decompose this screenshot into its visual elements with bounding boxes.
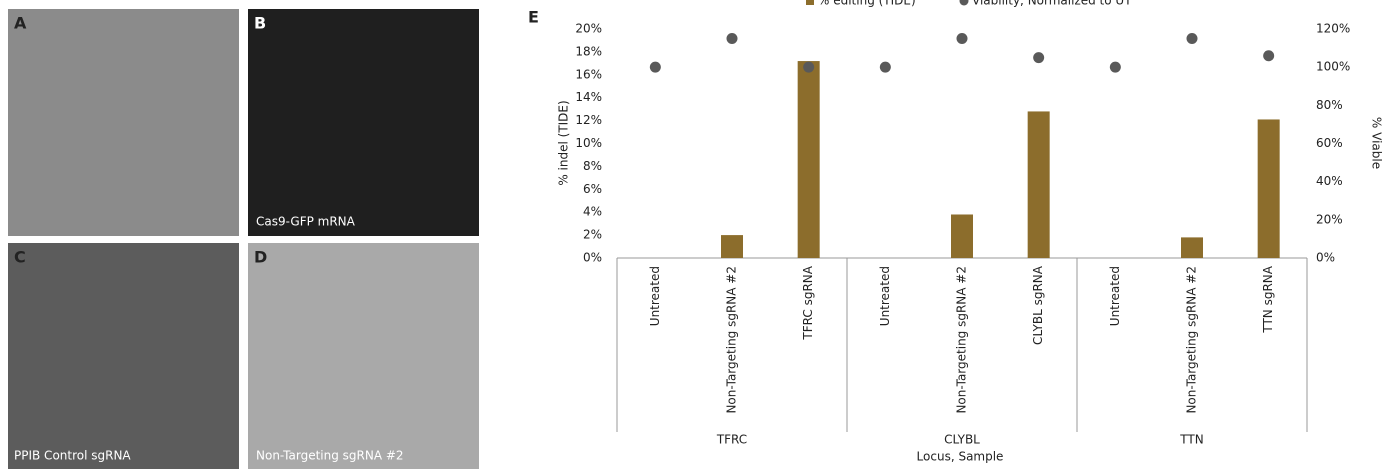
y-tick-label: 2% <box>583 228 602 242</box>
y-tick-label: 18% <box>575 44 602 58</box>
micrograph <box>248 243 479 469</box>
y2-tick-label: 60% <box>1316 136 1343 150</box>
y-axis-title: % indel (TIDE) <box>557 100 571 185</box>
y2-tick-label: 120% <box>1316 22 1350 36</box>
point <box>1109 61 1121 73</box>
group-label: CLYBL <box>944 433 980 447</box>
x-axis-title: Locus, Sample <box>917 450 1004 464</box>
x-tick-label: Non-Targeting sgRNA #2 <box>955 266 969 414</box>
x-tick-label: CLYBL sgRNA <box>1031 265 1045 345</box>
point <box>649 61 661 73</box>
point <box>1033 52 1045 64</box>
y-tick-label: 14% <box>575 90 602 104</box>
panel-caption: PPIB Control sgRNA <box>14 449 131 463</box>
legend-marker <box>959 0 969 6</box>
x-tick-label: TFRC sgRNA <box>801 265 815 340</box>
point <box>879 61 891 73</box>
bar <box>1257 119 1280 258</box>
y-tick-label: 0% <box>583 251 602 265</box>
y-tick-label: 16% <box>575 67 602 81</box>
panel-caption: Non-Targeting sgRNA #2 <box>256 449 404 463</box>
point <box>726 33 738 45</box>
micrograph <box>8 9 239 236</box>
panel-letter: B <box>254 14 266 33</box>
legend-marker <box>806 0 814 5</box>
legend-label: % editing (TIDE) <box>818 0 916 8</box>
panel-letter: D <box>254 248 267 267</box>
x-tick-label: Non-Targeting sgRNA #2 <box>1185 266 1199 414</box>
panel-caption: Cas9-GFP mRNA <box>256 215 356 229</box>
group-label: TFRC <box>716 433 747 447</box>
y-tick-label: 8% <box>583 159 602 173</box>
bar <box>797 61 820 259</box>
x-tick-label: TTN sgRNA <box>1261 265 1275 333</box>
panel-letter: A <box>14 14 27 33</box>
y-tick-label: 4% <box>583 205 602 219</box>
bar <box>721 235 743 258</box>
y-tick-label: 6% <box>583 182 602 196</box>
group-label: TTN <box>1179 433 1203 447</box>
micrograph <box>8 243 239 469</box>
panel-letter: E <box>528 8 539 27</box>
bar <box>1027 111 1050 258</box>
y2-tick-label: 0% <box>1316 251 1335 265</box>
x-tick-label: Untreated <box>1108 266 1122 326</box>
y-tick-label: 10% <box>575 136 602 150</box>
bar <box>951 214 973 258</box>
y-tick-label: 12% <box>575 113 602 127</box>
y2-axis-title: % Viable <box>1370 117 1384 169</box>
x-tick-label: Untreated <box>878 266 892 326</box>
x-tick-label: Non-Targeting sgRNA #2 <box>725 266 739 414</box>
point <box>956 33 968 45</box>
bar <box>1181 237 1203 258</box>
point <box>1263 50 1275 62</box>
y2-tick-label: 80% <box>1316 98 1343 112</box>
point <box>1186 33 1198 45</box>
panel-letter: C <box>14 248 26 267</box>
y-tick-label: 20% <box>575 22 602 36</box>
micrograph <box>248 9 479 236</box>
y2-tick-label: 20% <box>1316 212 1343 226</box>
y2-tick-label: 100% <box>1316 60 1350 74</box>
y2-tick-label: 40% <box>1316 174 1343 188</box>
point <box>803 61 815 73</box>
legend-label: Viability, Normalized to UT <box>972 0 1132 8</box>
x-tick-label: Untreated <box>648 266 662 326</box>
